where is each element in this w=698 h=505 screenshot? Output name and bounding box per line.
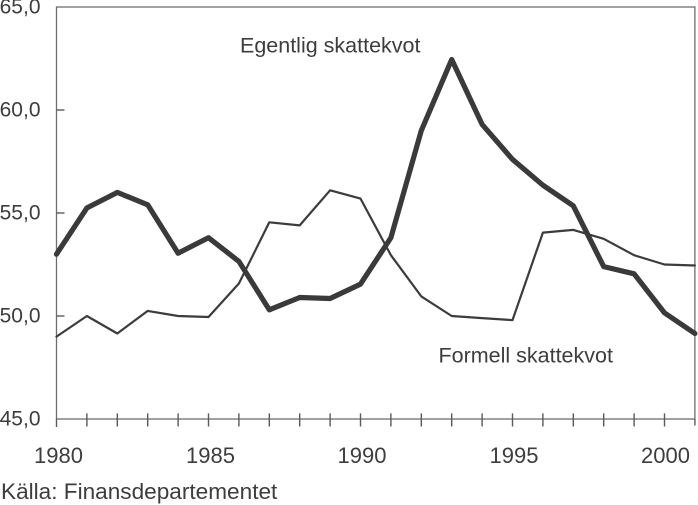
svg-text:Källa: Finansdepartementet: Källa: Finansdepartementet xyxy=(1,479,278,504)
svg-text:1985: 1985 xyxy=(186,443,235,468)
svg-text:1990: 1990 xyxy=(338,443,387,468)
svg-text:60,0: 60,0 xyxy=(0,99,41,122)
svg-text:1980: 1980 xyxy=(34,443,83,468)
svg-text:Egentlig skattekvot: Egentlig skattekvot xyxy=(240,34,420,58)
svg-text:65,0: 65,0 xyxy=(0,0,41,19)
svg-text:55,0: 55,0 xyxy=(0,202,41,225)
svg-text:2000: 2000 xyxy=(641,443,690,468)
svg-text:Formell skattekvot: Formell skattekvot xyxy=(439,344,613,368)
svg-text:50,0: 50,0 xyxy=(0,305,41,328)
svg-text:45,0: 45,0 xyxy=(0,408,41,431)
svg-text:1995: 1995 xyxy=(490,443,539,468)
